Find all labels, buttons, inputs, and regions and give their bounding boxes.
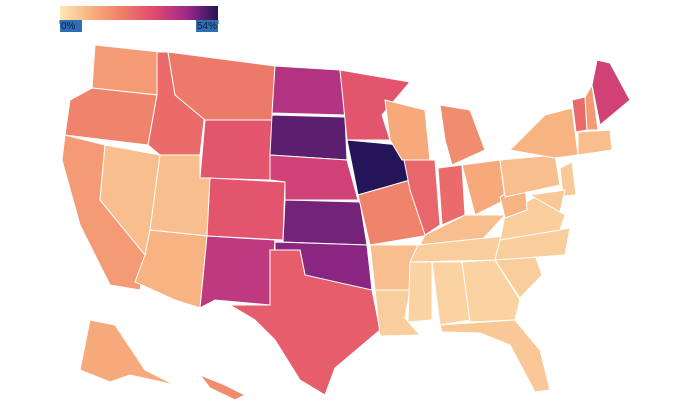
- region: [199, 235, 276, 309]
- region: [577, 129, 613, 156]
- region: [339, 69, 411, 141]
- region: [499, 196, 566, 241]
- region: [461, 259, 521, 323]
- region: [439, 104, 486, 166]
- region: [439, 319, 551, 393]
- colorbar-label: 54%: [197, 21, 217, 32]
- region: [419, 214, 507, 246]
- region: [528, 189, 566, 213]
- region: [91, 44, 161, 96]
- region: [64, 87, 158, 146]
- region: [198, 373, 247, 401]
- region: [559, 161, 577, 197]
- region: [584, 83, 599, 131]
- colorbar: [60, 6, 218, 20]
- region: [591, 59, 631, 126]
- region: [271, 65, 346, 116]
- region: [282, 199, 368, 246]
- region: [206, 177, 286, 241]
- region: [437, 164, 466, 226]
- label-box: [60, 20, 82, 32]
- region: [461, 159, 506, 216]
- region: [508, 107, 579, 159]
- region: [199, 119, 273, 181]
- region: [269, 114, 348, 161]
- region: [407, 261, 433, 323]
- region: [403, 159, 441, 236]
- region: [228, 249, 381, 396]
- region: [374, 289, 422, 337]
- region: [499, 154, 561, 198]
- label-box: [196, 20, 218, 32]
- colorbar-label: 0%: [61, 21, 76, 32]
- region: [79, 319, 176, 386]
